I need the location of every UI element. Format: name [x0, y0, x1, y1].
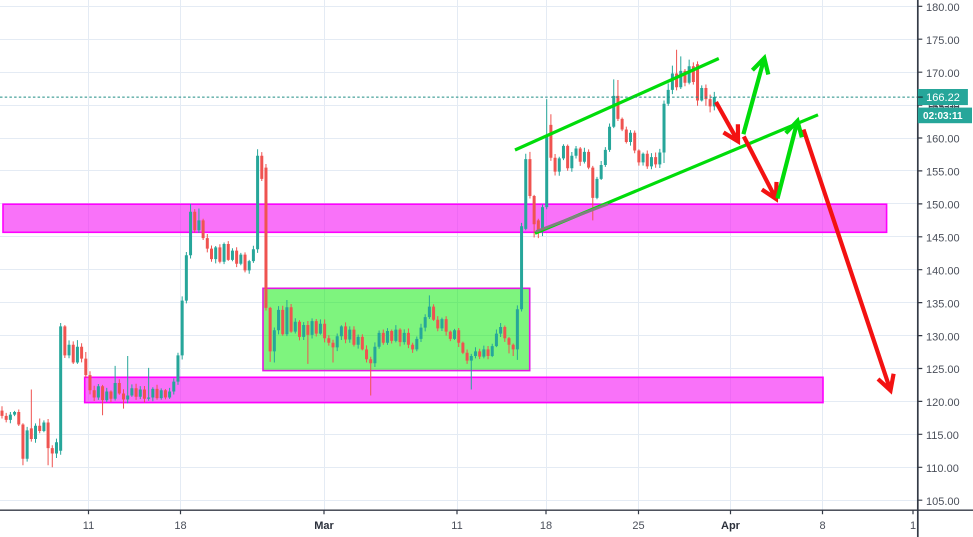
svg-text:130.00: 130.00: [926, 331, 960, 343]
svg-text:25: 25: [632, 520, 644, 532]
svg-text:Mar: Mar: [314, 520, 334, 532]
svg-text:11: 11: [83, 520, 94, 532]
svg-text:1: 1: [910, 520, 916, 532]
svg-text:125.00: 125.00: [926, 364, 960, 376]
svg-text:110.00: 110.00: [926, 463, 959, 475]
svg-text:180.00: 180.00: [926, 2, 960, 14]
svg-text:166.22: 166.22: [926, 92, 960, 104]
svg-text:105.00: 105.00: [926, 496, 960, 508]
svg-text:160.00: 160.00: [926, 134, 960, 146]
svg-text:18: 18: [540, 520, 552, 532]
svg-text:11: 11: [451, 520, 462, 532]
svg-text:170.00: 170.00: [926, 68, 960, 80]
svg-text:02:03:11: 02:03:11: [923, 111, 963, 122]
svg-text:140.00: 140.00: [926, 265, 960, 277]
svg-text:Apr: Apr: [721, 520, 741, 532]
svg-text:175.00: 175.00: [926, 35, 960, 47]
svg-text:135.00: 135.00: [926, 298, 960, 310]
svg-text:155.00: 155.00: [926, 167, 960, 179]
svg-text:150.00: 150.00: [926, 200, 960, 212]
svg-text:18: 18: [174, 520, 186, 532]
svg-text:120.00: 120.00: [926, 397, 960, 409]
svg-text:8: 8: [819, 520, 825, 532]
svg-text:145.00: 145.00: [926, 233, 960, 245]
svg-text:115.00: 115.00: [926, 430, 959, 442]
